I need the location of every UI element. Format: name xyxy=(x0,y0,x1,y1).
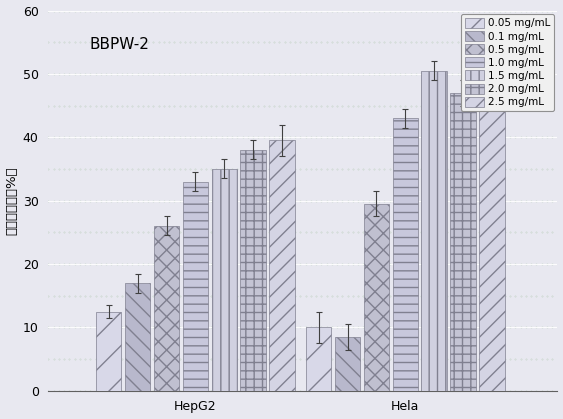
Bar xyxy=(240,150,266,391)
Bar xyxy=(125,283,150,391)
Bar xyxy=(450,93,476,391)
Bar xyxy=(96,311,122,391)
Bar xyxy=(154,226,179,391)
Bar xyxy=(392,118,418,391)
Bar xyxy=(212,169,237,391)
Bar xyxy=(364,204,389,391)
Legend: 0.05 mg/mL, 0.1 mg/mL, 0.5 mg/mL, 1.0 mg/mL, 1.5 mg/mL, 2.0 mg/mL, 2.5 mg/mL: 0.05 mg/mL, 0.1 mg/mL, 0.5 mg/mL, 1.0 mg… xyxy=(461,14,555,111)
Bar xyxy=(422,71,447,391)
Y-axis label: 增殖抑制率（%）: 增殖抑制率（%） xyxy=(6,166,19,235)
Text: BBPW-2: BBPW-2 xyxy=(89,37,149,52)
Bar xyxy=(182,181,208,391)
Bar xyxy=(479,39,504,391)
Bar xyxy=(269,140,294,391)
Bar xyxy=(306,327,332,391)
Bar xyxy=(335,337,360,391)
